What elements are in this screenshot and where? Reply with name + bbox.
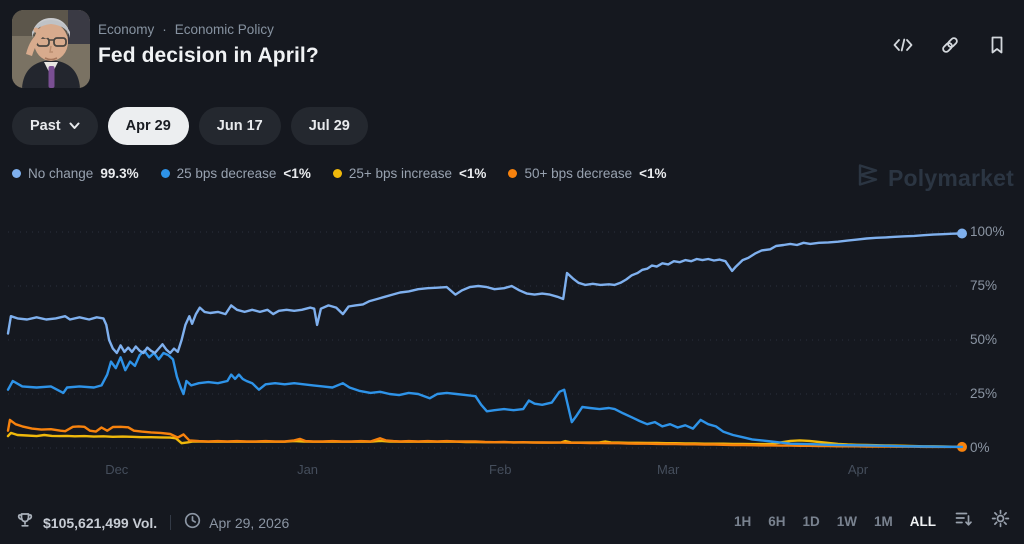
y-tick-50: 50% [970, 332, 998, 347]
outcome-tabs: Past Apr 29 Jun 17 Jul 29 [12, 107, 368, 145]
copy-link-button[interactable] [939, 36, 961, 58]
date-label: Apr 29, 2026 [209, 514, 290, 531]
bookmark-button[interactable] [986, 36, 1008, 58]
chart-footer: $105,621,499 Vol. Apr 29, 2026 1H 6H 1D 1W 1… [0, 500, 1024, 544]
tab-jul-29[interactable]: Jul 29 [290, 107, 368, 145]
range-button-1w[interactable]: 1W [836, 513, 857, 529]
legend-label: No change [28, 166, 94, 181]
legend-dot-icon [508, 169, 518, 178]
polymarket-logo-icon [856, 163, 880, 193]
range-button-1d[interactable]: 1D [802, 513, 820, 529]
polymarket-watermark: Polymarket [856, 163, 1014, 193]
footer-stats: $105,621,499 Vol. Apr 29, 2026 [16, 511, 289, 534]
link-icon [939, 34, 961, 61]
legend-value: <1% [459, 166, 487, 181]
market-avatar [12, 10, 90, 88]
footer-divider [170, 515, 172, 530]
chart-controls: 1H 6H 1D 1W 1M ALL [733, 509, 1010, 533]
x-tick-mar: Mar [656, 462, 680, 477]
header-actions [892, 36, 1008, 58]
code-icon [892, 34, 914, 61]
trophy-icon [16, 511, 34, 534]
legend-item-25-bps-decrease[interactable]: 25 bps decrease <1% [160, 166, 311, 181]
x-tick-dec: Dec [105, 462, 129, 477]
clock-icon [184, 512, 201, 534]
series-line-25-bps-decrease [6, 349, 964, 449]
bookmark-icon [986, 34, 1008, 61]
legend-label: 25+ bps increase [348, 166, 453, 181]
watermark-text: Polymarket [887, 164, 1014, 191]
legend-value: <1% [639, 166, 667, 181]
tab-jun-17[interactable]: Jun 17 [198, 107, 281, 145]
chart-legend: No change 99.3% 25 bps decrease <1% 25+ bps … [12, 166, 667, 181]
range-button-6h[interactable]: 6H [768, 513, 786, 529]
chevron-down-icon [69, 118, 80, 134]
legend-dot-icon [12, 169, 21, 178]
y-tick-25: 25% [970, 386, 998, 401]
series-end-dot-no-change [957, 228, 967, 239]
chart-canvas[interactable] [0, 200, 1024, 460]
legend-item-50-bps-decrease[interactable]: 50+ bps decrease <1% [508, 166, 667, 181]
y-tick-100: 100% [970, 224, 1005, 239]
legend-label: 50+ bps decrease [524, 166, 633, 181]
embed-code-button[interactable] [892, 36, 914, 58]
past-dropdown-label: Past [30, 118, 61, 134]
sort-button[interactable] [953, 511, 973, 531]
settings-button[interactable] [990, 509, 1010, 533]
x-tick-feb: Feb [489, 462, 512, 477]
past-dropdown[interactable]: Past [12, 107, 98, 145]
breadcrumb: Economy · Economic Policy [98, 22, 274, 37]
legend-dot-icon [332, 169, 342, 178]
page-title: Fed decision in April? [98, 44, 319, 67]
y-tick-75: 75% [970, 278, 998, 293]
sort-descending-icon [954, 509, 973, 533]
y-tick-0: 0% [970, 440, 990, 455]
range-button-all[interactable]: ALL [909, 513, 936, 529]
series-line-50-bps-decrease [6, 418, 964, 449]
legend-value: 99.3% [100, 166, 139, 181]
range-button-1h[interactable]: 1H [733, 513, 752, 529]
series-line-no-change [6, 232, 964, 355]
gear-icon [991, 509, 1010, 533]
resolution-date: Apr 29, 2026 [184, 512, 289, 534]
breadcrumb-separator: · [162, 22, 167, 37]
legend-label: 25 bps decrease [176, 166, 277, 181]
volume-label: $105,621,499 Vol. [43, 514, 158, 531]
legend-item-25-bps-increase[interactable]: 25+ bps increase <1% [332, 166, 487, 181]
price-chart[interactable]: 100% 75% 50% 25% 0% Dec Jan Feb Mar Apr [0, 200, 1024, 500]
breadcrumb-subcategory[interactable]: Economic Policy [174, 22, 274, 37]
legend-item-no-change[interactable]: No change 99.3% [12, 166, 139, 181]
legend-value: <1% [283, 166, 311, 181]
tab-apr-29[interactable]: Apr 29 [107, 107, 189, 145]
x-tick-jan: Jan [297, 462, 319, 477]
range-button-1m[interactable]: 1M [873, 513, 893, 529]
legend-dot-icon [160, 169, 170, 178]
x-tick-apr: Apr [847, 462, 869, 477]
breadcrumb-category[interactable]: Economy [98, 22, 155, 37]
